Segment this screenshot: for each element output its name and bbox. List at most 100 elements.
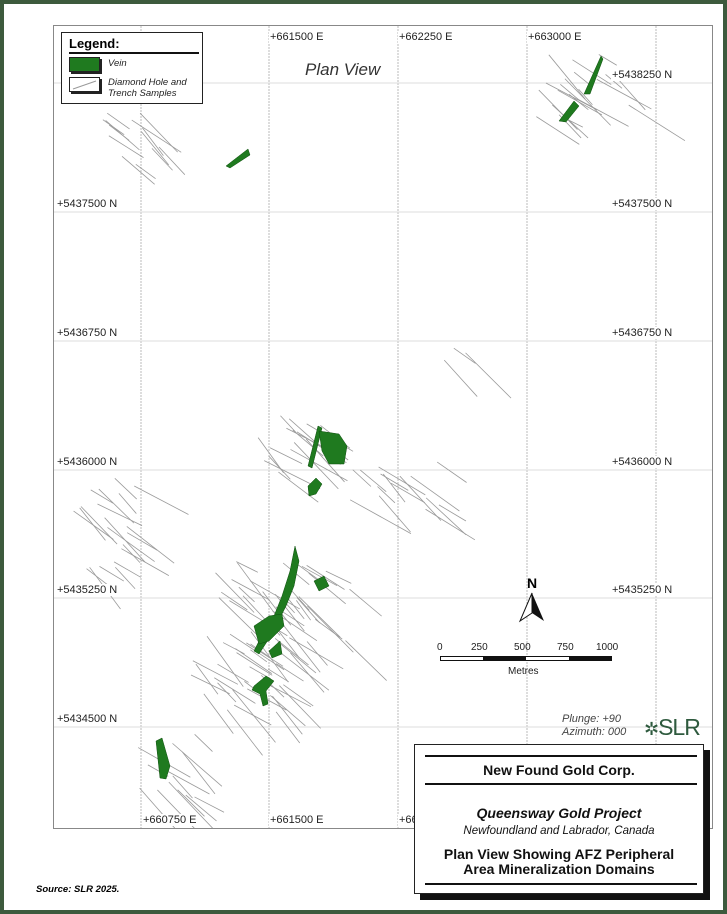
figure-title: Plan View Showing AFZ Peripheral Area Mi…: [415, 847, 703, 877]
title-rule: [425, 883, 697, 885]
drill-hole-trace: [296, 597, 321, 624]
drill-hole-traces: [73, 54, 686, 828]
drill-hole-trace: [246, 642, 284, 667]
drill-hole-trace: [185, 794, 217, 822]
drill-hole-trace: [298, 596, 341, 638]
drill-hole-trace: [218, 597, 258, 636]
drill-hole-trace: [90, 489, 114, 504]
drill-hole-trace: [276, 663, 304, 682]
drill-hole-trace: [352, 469, 372, 487]
drill-hole-trace: [114, 477, 137, 500]
vein: [313, 575, 330, 592]
drill-hole-trace: [548, 54, 586, 100]
drill-hole-trace: [564, 78, 611, 126]
drill-hole-trace: [99, 566, 124, 582]
drill-hole-trace: [135, 164, 156, 180]
drill-hole-trace: [628, 104, 686, 142]
drill-hole-trace: [296, 600, 312, 621]
drill-hole-trace: [104, 517, 146, 563]
title-rule: [425, 783, 697, 785]
drill-hole-trace: [107, 527, 155, 562]
drill-hole-trace: [151, 148, 173, 171]
drill-hole-trace: [307, 605, 354, 653]
map-area: [53, 25, 713, 829]
logo-text: SLR: [658, 714, 701, 740]
drill-hole-trace: [206, 636, 244, 687]
drill-hole-trace: [605, 74, 623, 89]
north-arrow: N: [512, 575, 552, 628]
drill-hole-trace: [378, 466, 426, 496]
drill-hole-trace: [438, 504, 467, 522]
map-canvas: [54, 26, 712, 828]
drill-hole-trace: [618, 80, 646, 111]
drill-hole-trace: [262, 591, 278, 611]
drill-hole-trace: [560, 84, 580, 101]
drill-hole-trace: [573, 71, 591, 85]
drill-hole-trace: [282, 611, 305, 627]
northing-label: +5438250 N: [611, 69, 674, 81]
drill-hole-trace: [113, 561, 141, 578]
drill-hole-trace: [97, 503, 143, 526]
drill-hole-trace: [349, 588, 382, 617]
drill-hole-trace: [276, 628, 300, 659]
vein: [268, 640, 283, 659]
drill-hole-trace: [315, 619, 343, 640]
drill-hole-trace: [293, 442, 339, 490]
easting-label: +663000 E: [527, 31, 583, 43]
scale-bar-graphic: [440, 656, 612, 661]
slr-logo: ✲SLR: [644, 714, 701, 740]
drill-hole-trace: [134, 485, 189, 515]
drill-hole-trace: [425, 508, 476, 541]
drill-hole-trace: [443, 359, 478, 397]
project-name: Queensway Gold Project: [476, 805, 642, 821]
drill-hole-trace: [235, 648, 272, 674]
drill-hole-trace: [106, 112, 130, 130]
drill-hole-trace: [131, 119, 182, 153]
northing-label: +5436000 N: [611, 456, 674, 468]
title-rule: [425, 755, 697, 757]
vein: [307, 425, 323, 469]
easting-label: +661500 E: [269, 814, 325, 826]
drill-hole-trace: [214, 677, 256, 704]
drill-hole-trace: [158, 146, 186, 175]
sample-line-swatch-icon: [69, 77, 100, 92]
source-note: Source: SLR 2025.: [36, 884, 120, 895]
view-label: Plan View: [305, 60, 381, 79]
drill-hole-trace: [290, 589, 310, 611]
drill-hole-trace: [283, 684, 314, 707]
drill-hole-trace: [203, 693, 234, 734]
drill-hole-trace: [279, 685, 321, 729]
scale-tick: 1000: [596, 642, 619, 653]
figure-title-line2: Area Mineralization Domains: [463, 861, 655, 877]
vein: [225, 148, 251, 169]
legend-rule: [69, 52, 199, 54]
drill-hole-trace: [141, 131, 170, 166]
northing-label: +5437500 N: [56, 198, 119, 210]
legend-item-samples: Diamond Hole and Trench Samples: [108, 77, 187, 99]
legend-title: Legend:: [69, 36, 120, 51]
drill-hole-trace: [194, 734, 213, 752]
drill-hole-trace: [231, 579, 270, 601]
drill-hole-trace: [278, 471, 319, 503]
drill-hole-trace: [226, 709, 263, 756]
drill-hole-trace: [287, 598, 305, 620]
scale-tick: 0: [437, 642, 443, 653]
drill-hole-trace: [194, 796, 225, 813]
easting-label: +660750 E: [142, 814, 198, 826]
drill-hole-trace: [289, 637, 344, 670]
drill-hole-trace: [536, 116, 580, 145]
legend-item-vein: Vein: [108, 58, 127, 69]
scale-tick: 500: [514, 642, 531, 653]
drill-hole-trace: [108, 135, 144, 158]
drill-hole-trace: [126, 526, 175, 564]
drill-hole-trace: [190, 674, 230, 695]
vein: [307, 477, 323, 497]
drill-hole-trace: [121, 155, 155, 185]
drill-hole-trace: [576, 98, 629, 127]
drill-hole-trace: [578, 88, 593, 105]
northing-label: +5437500 N: [611, 198, 674, 210]
drill-hole-trace: [378, 495, 411, 533]
drill-hole-trace: [221, 591, 248, 611]
drill-hole-trace: [306, 565, 345, 590]
vein: [583, 55, 604, 95]
